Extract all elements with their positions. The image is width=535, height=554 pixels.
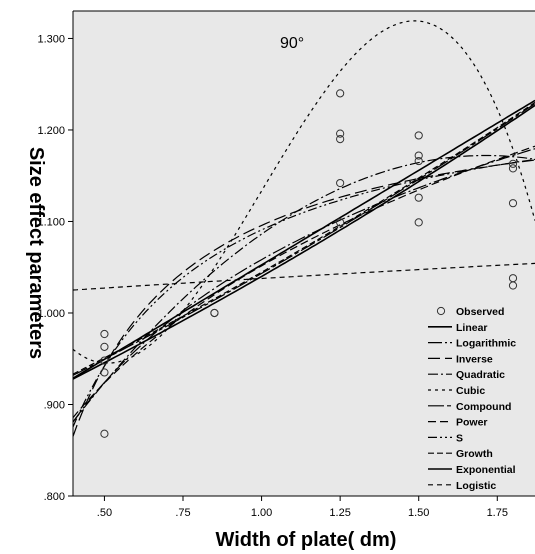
observed-point	[100, 368, 109, 377]
observed-point	[508, 164, 518, 173]
y-tick-label: .900	[44, 399, 65, 411]
legend-label-quadratic: Quadratic	[456, 369, 505, 381]
legend-label-logarithmic: Logarithmic	[456, 338, 516, 350]
observed-point	[336, 135, 345, 144]
x-tick-label: 1.75	[487, 507, 508, 519]
legend-label-observed: Observed	[456, 306, 504, 318]
legend-label-cubic: Cubic	[456, 385, 485, 397]
fit-curve-inverse	[72, 159, 535, 437]
observed-point	[336, 218, 345, 227]
legend-label-s: S	[456, 432, 463, 444]
observed-point	[100, 342, 109, 351]
observed-point	[414, 151, 423, 160]
fit-curve-growth	[72, 101, 535, 375]
legend-label-exponential: Exponential	[456, 464, 516, 476]
legend-swatch-observed	[436, 306, 446, 316]
y-tick-label: 1.000	[37, 308, 65, 320]
observed-point	[508, 159, 518, 168]
fit-curve-power	[72, 145, 535, 418]
observed-point	[100, 329, 109, 339]
observed-point	[336, 178, 345, 188]
legend-label-inverse: Inverse	[456, 353, 493, 365]
fit-curve-cubic	[72, 20, 535, 364]
legend-label-compound: Compound	[456, 401, 511, 413]
observed-point	[414, 156, 423, 166]
y-axis-ticks: .800 .900 1.000 1.100 1.200 1.300	[37, 33, 73, 503]
x-tick-label: 1.00	[251, 507, 272, 519]
y-tick-label: 1.200	[37, 125, 65, 137]
observed-point	[336, 89, 345, 98]
observed-point	[100, 429, 109, 438]
y-axis-title: Size effect parameters	[25, 147, 47, 359]
y-tick-label: 1.100	[37, 216, 65, 228]
fit-curves	[72, 20, 535, 437]
legend-label-growth: Growth	[456, 448, 493, 460]
legend: Observed Linear Logarithmic Inverse Quadrati…	[428, 306, 516, 492]
observed-point	[508, 274, 518, 283]
observed-point	[508, 199, 518, 208]
y-tick-label: 1.300	[37, 33, 65, 45]
x-tick-label: .50	[97, 507, 112, 519]
x-tick-label: 1.25	[329, 507, 350, 519]
fit-curve-logarithmic	[72, 148, 535, 423]
legend-label-logistic: Logistic	[456, 480, 496, 492]
fit-curve-compound	[72, 103, 535, 376]
observed-points	[100, 89, 518, 438]
observed-point	[336, 129, 345, 138]
x-tick-label: .75	[175, 507, 190, 519]
x-axis-ticks: .50 .75 1.00 1.25 1.50 1.75	[97, 496, 508, 519]
fit-curve-linear	[72, 99, 535, 379]
legend-label-linear: Linear	[456, 322, 488, 334]
legend-label-power: Power	[456, 417, 488, 429]
observed-point	[414, 193, 423, 202]
observed-point	[210, 308, 219, 318]
x-tick-label: 1.50	[408, 507, 429, 519]
chart-annotation: 90°	[280, 35, 304, 52]
plot-background	[73, 11, 535, 496]
fit-curve-s	[72, 158, 535, 428]
fit-curve-exponential	[72, 104, 535, 380]
observed-point	[100, 356, 109, 365]
observed-point	[414, 131, 423, 140]
observed-point	[414, 218, 423, 227]
y-tick-label: .800	[44, 491, 65, 503]
x-axis-title: Width of plate( dm)	[216, 529, 397, 551]
